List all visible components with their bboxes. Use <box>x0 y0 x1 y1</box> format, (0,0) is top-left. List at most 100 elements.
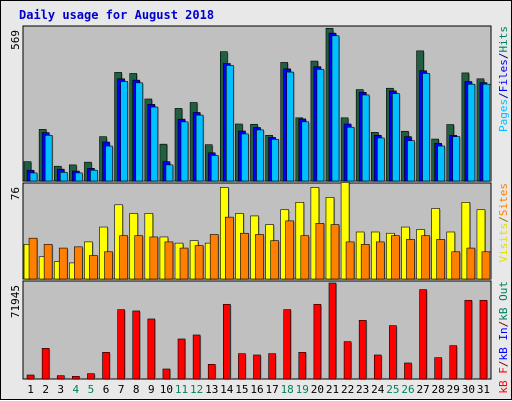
bar-sites-day-26 <box>406 239 415 280</box>
day-label-24: 24 <box>371 383 385 396</box>
bar-pages-day-22 <box>346 126 355 182</box>
bar-sites-day-17 <box>270 240 279 280</box>
legend-visits-0: Visits <box>497 223 510 263</box>
day-label-5: 5 <box>88 383 95 396</box>
bar-visits-day-22 <box>340 182 350 280</box>
bar-pages-day-15 <box>241 133 249 182</box>
bar-kb-f-day-18 <box>283 309 291 380</box>
legend---1: / <box>497 361 510 368</box>
bar-kb-f-day-10 <box>162 368 171 380</box>
bar-pages-day-2 <box>44 134 53 182</box>
legend---1: / <box>497 92 510 99</box>
bar-pages-day-17 <box>271 139 279 182</box>
panel-visits-max-label: 76 <box>9 187 22 200</box>
day-label-10: 10 <box>160 383 173 396</box>
bar-sites-day-9 <box>149 236 159 280</box>
day-label-13: 13 <box>205 383 218 396</box>
bar-pages-day-12 <box>195 114 204 182</box>
bar-sites-day-18 <box>285 220 294 280</box>
legend---3: / <box>497 53 510 60</box>
bar-sites-day-6 <box>104 251 113 280</box>
bar-visits-day-31 <box>476 209 486 280</box>
bar-sites-day-30 <box>466 247 476 280</box>
bar-pages-day-25 <box>392 93 400 182</box>
bar-kb-f-day-21 <box>328 282 337 380</box>
bar-kb-f-day-29 <box>449 345 458 380</box>
bar-kb-f-day-3 <box>56 375 65 380</box>
day-label-17: 17 <box>265 383 278 396</box>
day-label-3: 3 <box>57 383 64 396</box>
bar-kb-f-day-8 <box>132 310 141 380</box>
bar-kb-f-day-28 <box>434 357 442 380</box>
bar-visits-day-30 <box>461 202 471 280</box>
day-label-20: 20 <box>311 383 324 396</box>
bar-kb-f-day-31 <box>479 299 488 380</box>
day-label-26: 26 <box>401 383 414 396</box>
bar-sites-day-4 <box>74 246 83 280</box>
day-label-28: 28 <box>432 383 445 396</box>
bar-sites-day-13 <box>209 234 219 280</box>
day-label-19: 19 <box>296 383 309 396</box>
bar-sites-day-5 <box>89 255 98 280</box>
bar-sites-day-11 <box>179 247 189 280</box>
day-label-12: 12 <box>190 383 203 396</box>
bar-kb-f-day-2 <box>41 348 50 380</box>
bar-pages-day-10 <box>165 164 174 182</box>
panel-hits-max-label: 569 <box>9 30 22 50</box>
bar-pages-day-28 <box>437 145 445 182</box>
bar-sites-day-24 <box>375 241 385 280</box>
bar-pages-day-20 <box>316 69 325 182</box>
bar-kb-f-day-15 <box>238 353 246 380</box>
day-label-1: 1 <box>27 383 34 396</box>
day-label-30: 30 <box>462 383 475 396</box>
bar-pages-day-21 <box>331 35 340 182</box>
bar-sites-day-22 <box>345 241 355 280</box>
bar-sites-day-3 <box>58 247 68 280</box>
bar-kb-f-day-11 <box>177 338 186 380</box>
panel-visits-legend: Visits/Sites <box>497 183 510 263</box>
bar-pages-day-8 <box>135 82 144 182</box>
day-label-22: 22 <box>341 383 354 396</box>
bar-kb-f-day-1 <box>26 374 35 380</box>
bar-pages-day-7 <box>120 81 128 182</box>
day-label-11: 11 <box>175 383 188 396</box>
bar-kb-f-day-30 <box>464 299 473 380</box>
bar-sites-day-14 <box>225 216 234 280</box>
bar-pages-day-23 <box>361 94 370 182</box>
panel-kbytes-legend: kB F/kB In/kB Out <box>497 281 510 394</box>
legend-hits-4: Hits <box>497 26 510 53</box>
bar-kb-f-day-17 <box>268 353 276 380</box>
bar-kb-f-day-13 <box>207 364 216 380</box>
day-label-29: 29 <box>447 383 460 396</box>
bar-pages-day-31 <box>482 83 491 182</box>
bar-sites-day-1 <box>28 237 38 280</box>
legend-kb-out-4: kB Out <box>497 281 510 321</box>
bar-sites-day-19 <box>300 235 310 280</box>
bar-pages-day-6 <box>105 145 113 182</box>
bar-kb-f-day-19 <box>298 352 307 380</box>
legend---3: / <box>497 321 510 328</box>
bar-pages-day-1 <box>29 172 38 182</box>
day-label-14: 14 <box>220 383 234 396</box>
bar-pages-day-29 <box>452 136 461 182</box>
bar-kb-f-day-23 <box>358 319 367 380</box>
bar-kb-f-day-16 <box>253 354 261 380</box>
bar-sites-day-21 <box>330 224 340 280</box>
day-label-21: 21 <box>326 383 339 396</box>
day-label-25: 25 <box>386 383 399 396</box>
bar-pages-day-16 <box>256 129 264 182</box>
panel-hits-legend: Pages/Files/Hits <box>497 26 510 132</box>
day-label-16: 16 <box>250 383 263 396</box>
legend-sites-2: Sites <box>497 183 510 216</box>
bar-sites-day-27 <box>421 235 430 280</box>
bar-kb-f-day-26 <box>404 362 412 380</box>
day-label-4: 4 <box>73 383 80 396</box>
bar-sites-day-28 <box>436 239 445 280</box>
bar-sites-day-16 <box>255 234 264 280</box>
bar-sites-day-25 <box>391 235 400 280</box>
bar-pages-day-14 <box>226 65 234 182</box>
bar-pages-day-13 <box>210 155 219 182</box>
bar-sites-day-10 <box>164 241 174 280</box>
